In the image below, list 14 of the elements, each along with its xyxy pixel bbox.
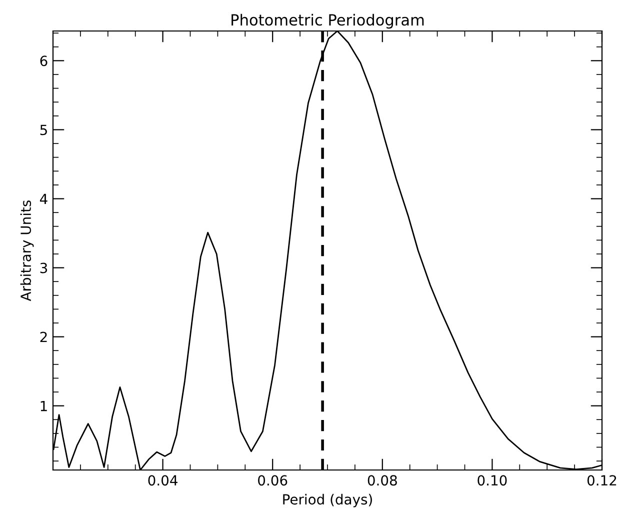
x-tick-label: 0.12 [587, 475, 616, 486]
x-tick-label: 0.04 [148, 475, 178, 486]
y-tick-label: 4 [40, 194, 48, 204]
y-tick-label: 6 [40, 56, 48, 66]
x-tick-label: 0.06 [258, 475, 288, 486]
x-tick-label: 0.10 [478, 475, 507, 486]
x-tick-label: 0.08 [368, 475, 397, 486]
y-tick-label: 1 [40, 400, 47, 412]
x-axis-title: Period (days) [283, 494, 372, 508]
y-axis-title: Arbitrary Units [20, 200, 34, 302]
y-tick-label: 5 [40, 124, 47, 136]
y-tick-label: 2 [40, 332, 47, 342]
y-tick-label: 3 [40, 262, 48, 274]
chart-title: Photometric Periodogram [232, 14, 424, 29]
